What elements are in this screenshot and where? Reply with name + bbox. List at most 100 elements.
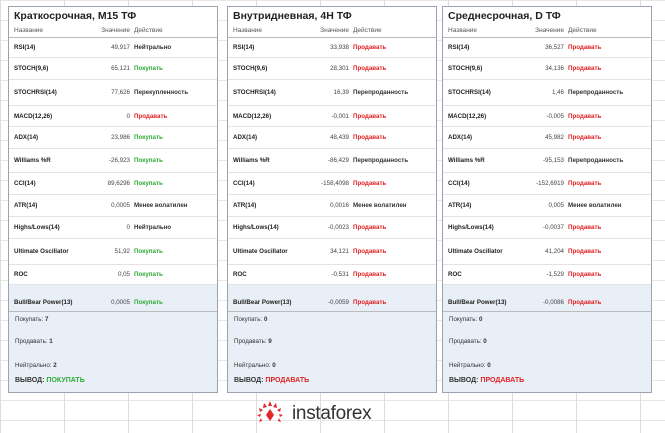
indicator-action: Продавать — [568, 248, 602, 255]
indicator-name: ADX(14) — [14, 134, 39, 141]
indicator-value: 23,986 — [111, 134, 130, 141]
indicator-value: 0,0005 — [111, 202, 130, 209]
table-row: Highs/Lows(14) -0,0023 Продавать — [228, 217, 436, 239]
indicator-value: 0 — [126, 112, 130, 120]
indicator-name: ROC — [14, 271, 28, 278]
indicator-value: 34,121 — [330, 248, 349, 255]
indicator-action: Продавать — [353, 44, 387, 51]
verdict-value: ПРОДАВАТЬ — [265, 377, 310, 384]
neutral-count: 0 — [272, 362, 276, 369]
sell-label: Продавать: — [15, 338, 48, 345]
table-row: STOCHRSI(14) 77,626 Перекупленность — [9, 80, 217, 106]
indicator-panel: Краткосрочная, M15 ТФ Название Значение … — [8, 6, 218, 393]
indicator-value: 0 — [126, 224, 130, 231]
indicator-value: -158,4098 — [321, 180, 349, 187]
indicator-action: Перепроданность — [568, 157, 624, 164]
sell-label: Продавать: — [449, 338, 482, 345]
panel-title: Среднесрочная, D ТФ — [448, 10, 561, 22]
table-header: Название Значение Действие — [9, 25, 217, 38]
indicator-value: -0,001 — [331, 112, 349, 120]
buy-label: Покупать: — [15, 316, 44, 323]
header-name: Название — [233, 27, 263, 34]
indicator-value: 1,46 — [551, 89, 564, 96]
table-row: CCI(14) 89,6296 Покупать — [9, 173, 217, 195]
indicator-action: Продавать — [568, 224, 602, 231]
indicator-action: Перепроданность — [353, 89, 409, 96]
indicator-value: 0,0005 — [111, 299, 130, 306]
indicator-value: -26,923 — [109, 157, 130, 164]
table-row: Williams %R -86,429 Перепроданность — [228, 149, 436, 173]
verdict-value: ПРОДАВАТЬ — [480, 377, 525, 384]
indicator-action: Продавать — [568, 112, 602, 120]
indicator-name: Ultimate Oscillator — [14, 248, 69, 255]
indicator-name: MACD(12,26) — [448, 112, 487, 120]
neutral-count-line: Нейтрально: 0 — [449, 362, 491, 369]
indicator-name: RSI(14) — [233, 44, 255, 51]
indicator-value: 0,05 — [117, 271, 130, 278]
table-row: ROC -0,531 Продавать — [228, 265, 436, 285]
indicator-action: Нейтрально — [134, 44, 172, 51]
verdict: ВЫВОД: ПРОДАВАТЬ — [234, 377, 309, 384]
indicator-action: Покупать — [134, 134, 163, 141]
indicator-name: Williams %R — [233, 157, 270, 164]
indicator-value: -86,429 — [328, 157, 349, 164]
table-row: RSI(14) 36,527 Продавать — [443, 38, 651, 58]
indicator-value: 34,136 — [545, 65, 564, 72]
indicator-name: Williams %R — [448, 157, 485, 164]
sell-count-line: Продавать: 0 — [449, 338, 487, 345]
indicator-name: STOCHRSI(14) — [14, 89, 57, 96]
table-row: MACD(12,26) -0,005 Продавать — [443, 106, 651, 127]
header-value: Значение — [535, 27, 564, 34]
buy-count: 7 — [44, 316, 49, 323]
header-action: Действие — [353, 27, 382, 34]
table-row: ATR(14) 0,0016 Менее волатилен — [228, 195, 436, 217]
table-row: RSI(14) 49,917 Нейтрально — [9, 38, 217, 58]
indicator-action: Перепроданность — [353, 157, 409, 164]
indicator-name: ADX(14) — [448, 134, 473, 141]
indicator-name: Bull/Bear Power(13) — [14, 299, 73, 306]
indicator-action: Продавать — [353, 112, 387, 120]
neutral-count-line: Нейтрально: 0 — [234, 362, 276, 369]
indicator-name: CCI(14) — [233, 180, 255, 187]
header-action: Действие — [568, 27, 597, 34]
indicator-action: Продавать — [353, 180, 387, 187]
indicator-value: -152,6919 — [536, 180, 564, 187]
summary-block: Покупать: 7 Продавать: 1 Нейтрально: 2 В… — [9, 311, 217, 392]
indicator-name: Bull/Bear Power(13) — [233, 299, 292, 306]
indicator-action: Покупать — [134, 180, 163, 187]
table-row: ROC -1,529 Продавать — [443, 265, 651, 285]
sell-count: 1 — [49, 338, 53, 345]
neutral-label: Нейтрально: — [234, 362, 271, 369]
summary-block: Покупать: 0 Продавать: 0 Нейтрально: 0 В… — [443, 311, 651, 392]
indicator-value: -0,005 — [546, 112, 564, 120]
indicator-action: Перепроданность — [568, 89, 624, 96]
indicator-action: Продавать — [353, 224, 387, 231]
logo-text: instaforex — [292, 403, 372, 424]
summary-block: Покупать: 0 Продавать: 9 Нейтрально: 0 В… — [228, 311, 436, 392]
indicator-value: -1,529 — [546, 271, 564, 278]
buy-label: Покупать: — [234, 316, 263, 323]
indicator-name: ATR(14) — [233, 202, 257, 209]
table-row: STOCH(9,6) 28,301 Продавать — [228, 58, 436, 80]
neutral-count: 2 — [53, 362, 57, 369]
panel-title: Внутридневная, 4H ТФ — [233, 10, 352, 22]
header-value: Значение — [101, 27, 130, 34]
indicator-value: 89,6296 — [107, 180, 130, 187]
buy-label: Покупать: — [449, 316, 478, 323]
table-row: CCI(14) -158,4098 Продавать — [228, 173, 436, 195]
header-value: Значение — [320, 27, 349, 34]
table-header: Название Значение Действие — [228, 25, 436, 38]
indicator-value: 65,121 — [111, 65, 130, 72]
sell-count: 9 — [268, 338, 272, 345]
indicator-panel: Среднесрочная, D ТФ Название Значение Де… — [442, 6, 652, 393]
indicator-value: -0,0086 — [543, 299, 564, 306]
table-row: STOCH(9,6) 65,121 Покупать — [9, 58, 217, 80]
sell-label: Продавать: — [234, 338, 267, 345]
indicator-value: 51,92 — [114, 248, 130, 255]
table-row: Williams %R -26,923 Покупать — [9, 149, 217, 173]
indicator-name: STOCH(9,6) — [448, 65, 483, 72]
buy-count-line: Покупать: 0 — [449, 316, 482, 323]
indicator-action: Продавать — [353, 248, 387, 255]
verdict: ВЫВОД: ПРОДАВАТЬ — [449, 377, 524, 384]
verdict-label: ВЫВОД: — [449, 377, 479, 384]
